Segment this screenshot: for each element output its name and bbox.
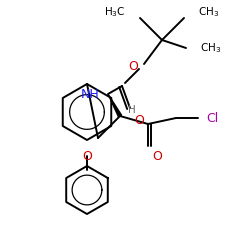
Text: O: O [134,114,144,127]
Text: O: O [152,150,162,163]
Text: CH$_3$: CH$_3$ [198,5,219,19]
Text: O: O [82,150,92,163]
Text: H: H [128,105,136,115]
Text: Cl: Cl [206,112,218,124]
Text: H$_3$C: H$_3$C [104,5,126,19]
Text: CH$_3$: CH$_3$ [200,41,221,55]
Text: NH: NH [81,88,100,101]
Polygon shape [108,94,122,117]
Text: O: O [128,60,138,72]
